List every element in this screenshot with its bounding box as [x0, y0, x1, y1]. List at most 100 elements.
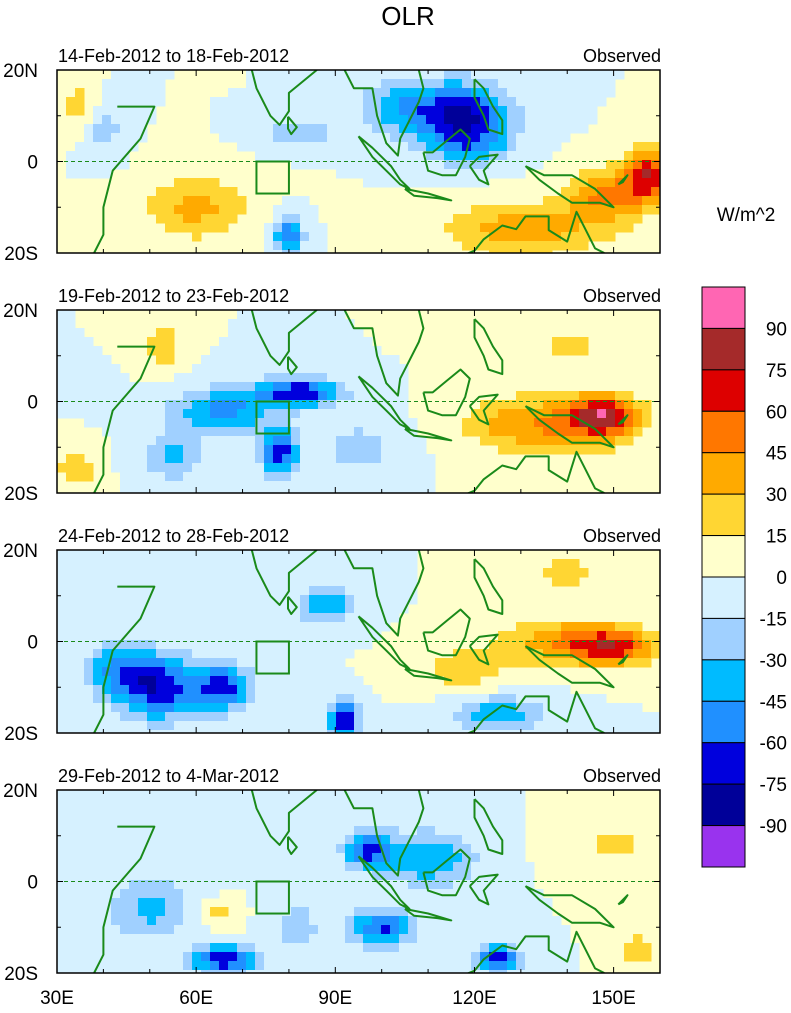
olr-cell: [426, 889, 436, 899]
olr-cell: [633, 622, 643, 632]
olr-cell: [291, 481, 301, 491]
olr-cell: [300, 970, 310, 973]
olr-cell: [246, 970, 256, 973]
olr-cell: [156, 712, 166, 722]
olr-cell: [84, 862, 94, 872]
olr-cell: [597, 409, 607, 419]
olr-cell: [336, 853, 346, 863]
olr-cell: [291, 214, 301, 224]
olr-cell: [426, 862, 436, 872]
olr-cell: [570, 427, 580, 437]
olr-cell: [102, 721, 112, 731]
olr-cell: [102, 649, 112, 659]
olr-cell: [534, 79, 544, 89]
olr-cell: [507, 97, 517, 107]
olr-cell: [120, 106, 130, 116]
olr-cell: [624, 703, 634, 713]
olr-cell: [264, 703, 274, 713]
olr-cell: [192, 568, 202, 578]
olr-cell: [462, 826, 472, 836]
olr-cell: [138, 586, 148, 596]
olr-cell: [318, 79, 328, 89]
olr-cell: [300, 454, 310, 464]
olr-cell: [507, 214, 517, 224]
olr-cell: [93, 694, 103, 704]
olr-cell: [372, 88, 382, 98]
olr-cell: [354, 961, 364, 971]
olr-cell: [210, 373, 220, 383]
olr-cell: [426, 853, 436, 863]
olr-cell: [201, 577, 211, 587]
olr-cell: [183, 685, 193, 695]
olr-cell: [183, 604, 193, 614]
olr-cell: [138, 853, 148, 863]
olr-cell: [399, 490, 409, 493]
olr-cell: [408, 970, 418, 973]
olr-cell: [228, 943, 238, 953]
olr-cell: [543, 925, 553, 935]
olr-cell: [120, 808, 130, 818]
olr-cell: [291, 694, 301, 704]
olr-cell: [516, 808, 526, 818]
olr-cell: [219, 685, 229, 695]
olr-cell: [399, 481, 409, 491]
olr-cell: [336, 808, 346, 818]
olr-cell: [138, 613, 148, 623]
olr-cell: [417, 889, 427, 899]
olr-cell: [399, 391, 409, 401]
olr-cell: [381, 550, 391, 560]
olr-cell: [318, 463, 328, 473]
olr-cell: [390, 808, 400, 818]
olr-cell: [66, 613, 76, 623]
olr-cell: [246, 463, 256, 473]
olr-cell: [75, 409, 85, 419]
olr-cell: [201, 817, 211, 827]
olr-cell: [534, 685, 544, 695]
olr-cell: [255, 658, 265, 668]
olr-cell: [300, 568, 310, 578]
olr-cell: [75, 337, 85, 347]
olr-cell: [633, 196, 643, 206]
olr-cell: [246, 310, 256, 320]
olr-cell: [534, 658, 544, 668]
olr-cell: [210, 862, 220, 872]
olr-cell: [318, 559, 328, 569]
olr-cell: [417, 934, 427, 944]
olr-cell: [579, 712, 589, 722]
olr-cell: [237, 730, 247, 733]
olr-cell: [417, 463, 427, 473]
olr-cell: [561, 409, 571, 419]
olr-cell: [300, 70, 310, 80]
olr-cell: [426, 943, 436, 953]
olr-cell: [255, 640, 265, 650]
olr-cell: [210, 703, 220, 713]
olr-cell: [246, 613, 256, 623]
olr-cell: [426, 952, 436, 962]
olr-cell: [111, 640, 121, 650]
olr-cell: [390, 391, 400, 401]
olr-cell: [525, 880, 535, 890]
olr-cell: [327, 400, 337, 410]
olr-cell: [57, 463, 67, 473]
olr-cell: [210, 400, 220, 410]
olr-cell: [282, 685, 292, 695]
olr-cell: [453, 943, 463, 953]
olr-cell: [525, 925, 535, 935]
olr-cell: [66, 862, 76, 872]
olr-cell: [57, 622, 67, 632]
olr-cell: [291, 703, 301, 713]
olr-cell: [273, 454, 283, 464]
olr-cell: [255, 880, 265, 890]
olr-cell: [435, 124, 445, 134]
olr-cell: [399, 364, 409, 374]
olr-cell: [237, 319, 247, 329]
olr-cell: [129, 676, 139, 686]
olr-cell: [183, 712, 193, 722]
olr-cell: [489, 961, 499, 971]
olr-cell: [102, 916, 112, 926]
olr-cell: [111, 703, 121, 713]
olr-cell: [417, 970, 427, 973]
olr-cell: [534, 250, 544, 253]
olr-cell: [183, 835, 193, 845]
olr-cell: [75, 595, 85, 605]
